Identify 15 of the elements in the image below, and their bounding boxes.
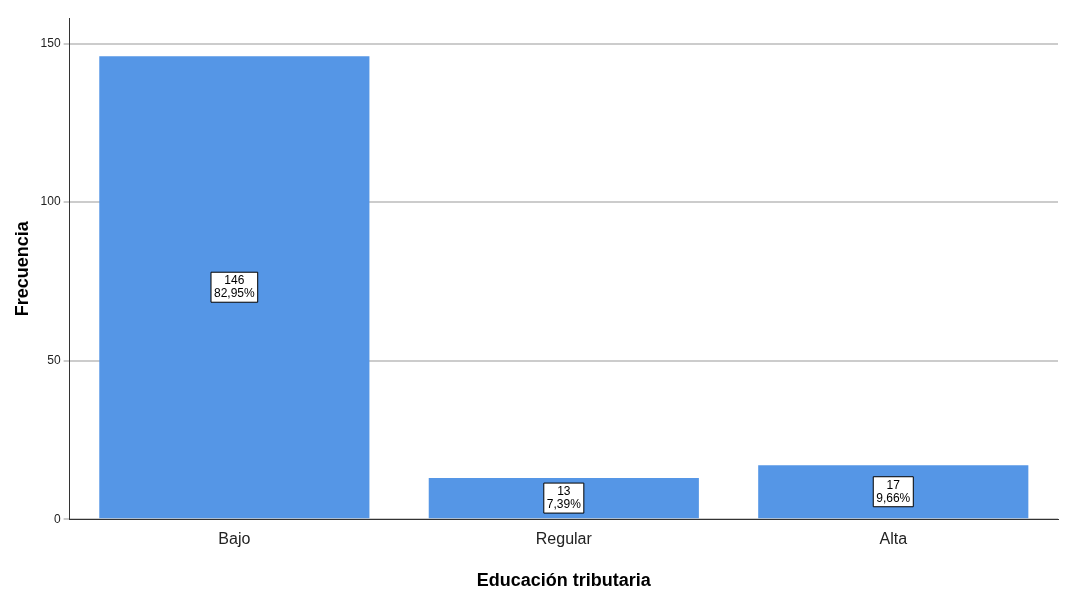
x-tick-label: Alta [879,530,908,548]
y-tick-label: 0 [53,511,61,526]
bar [428,477,699,519]
bar [99,56,370,519]
y-tick-label: 150 [40,35,61,50]
y-tick-label: 100 [40,194,61,209]
x-axis-title: Educación tributaria [476,570,652,591]
y-tick-label: 50 [47,352,61,367]
x-tick-label: Regular [535,530,593,548]
data-label: 146 82,95% [214,273,256,301]
bar [758,465,1029,519]
data-label: 17 9,66% [876,477,911,505]
x-tick-label: Bajo [218,530,251,548]
data-label: 13 7,39% [546,483,582,511]
y-axis-title: Frecuencia [11,220,32,317]
